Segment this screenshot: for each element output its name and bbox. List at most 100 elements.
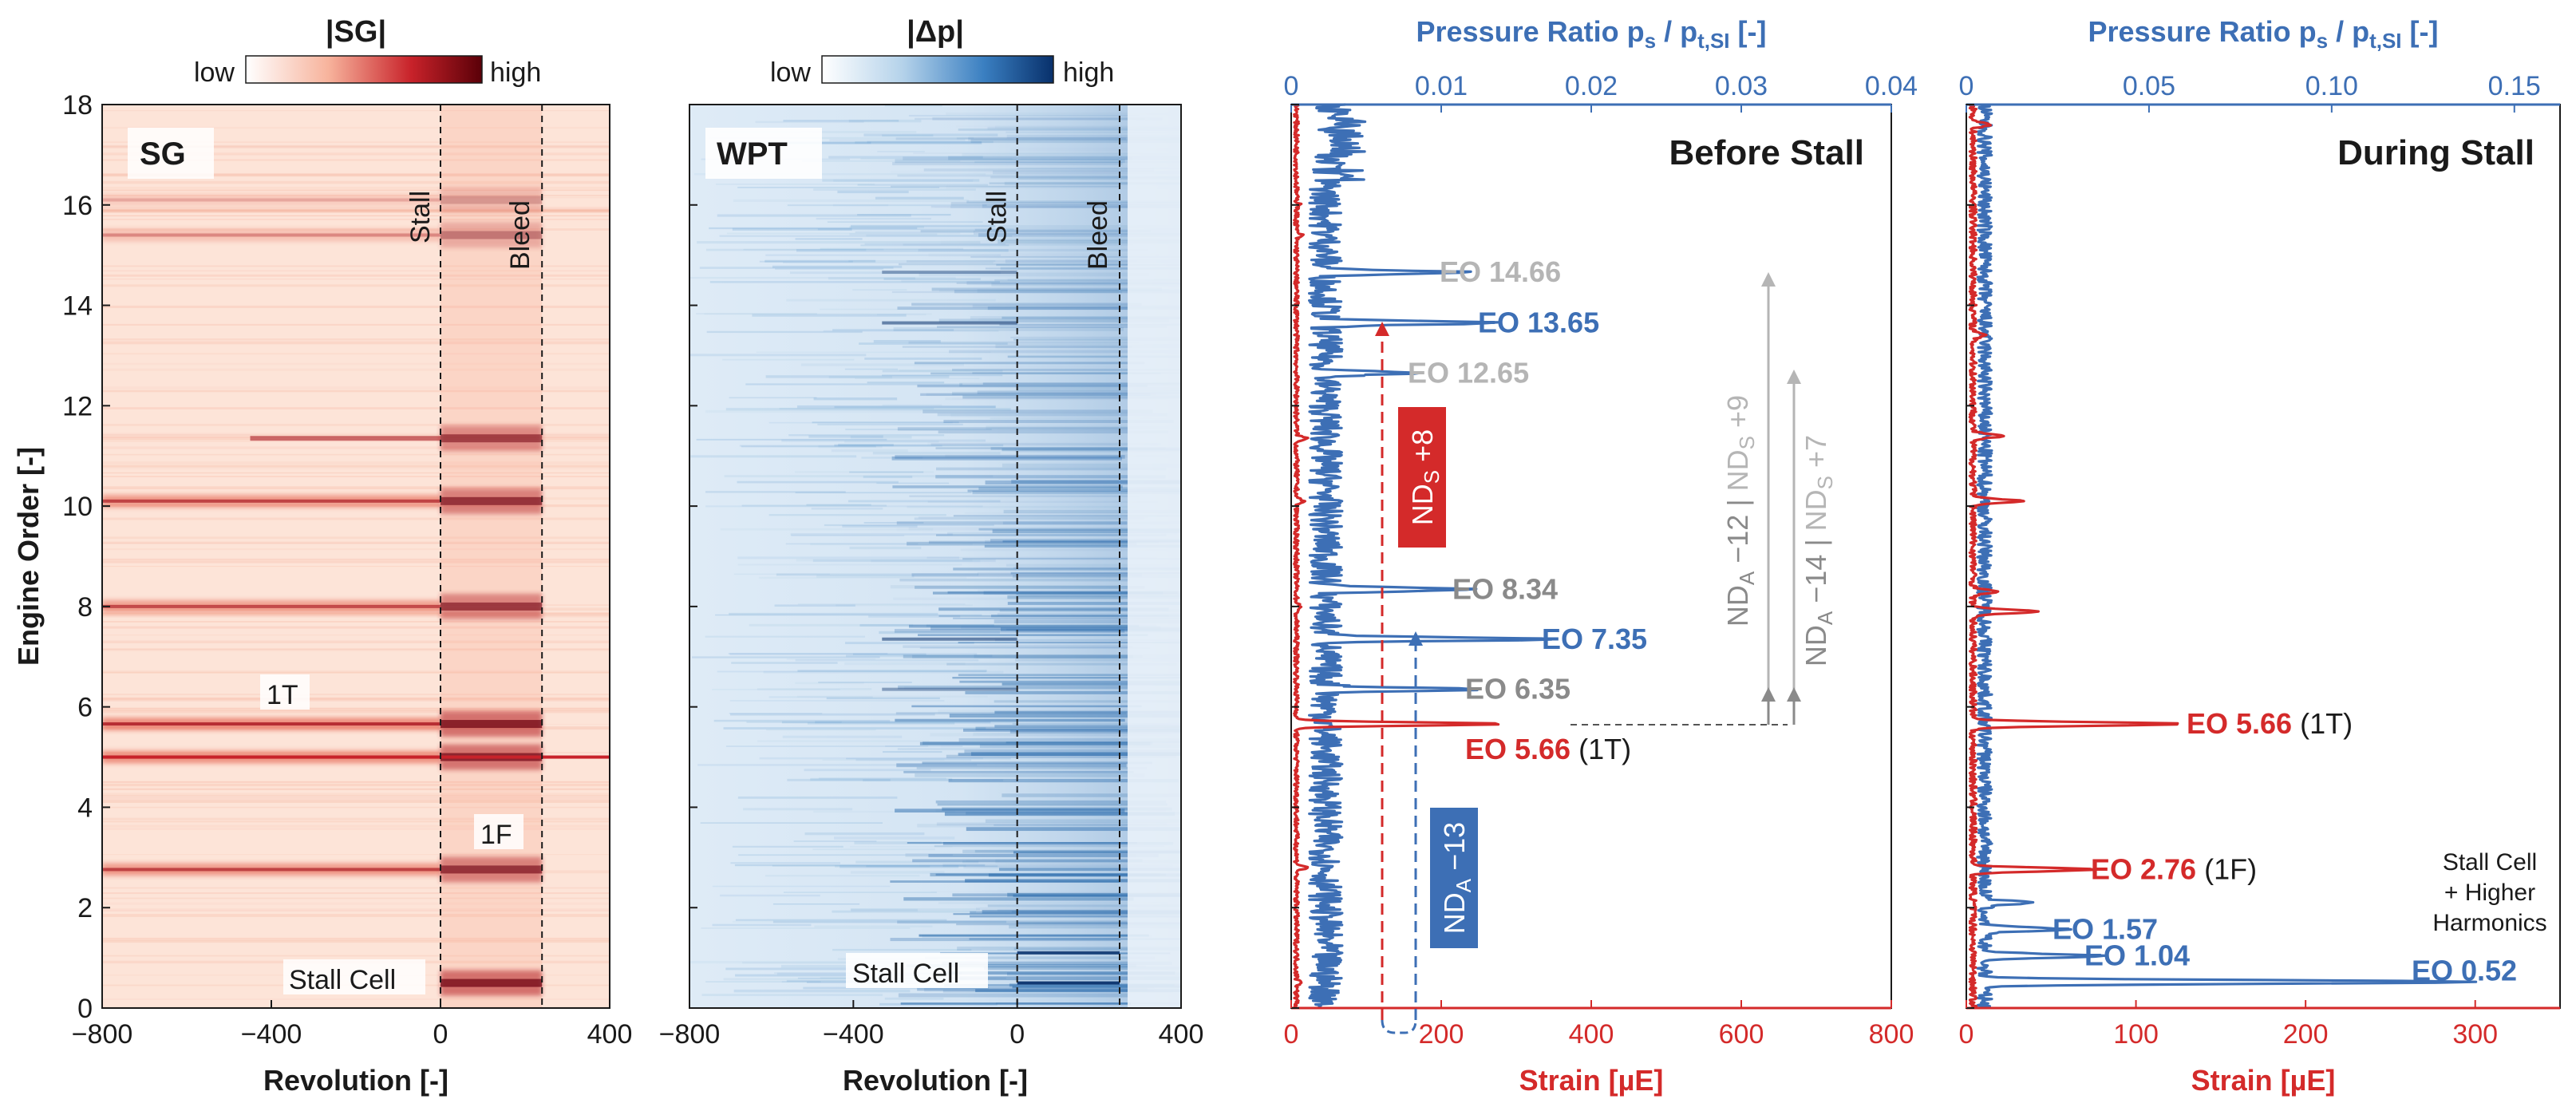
- wpt-texture-line: [819, 308, 1011, 310]
- wpt-texture-line: [796, 249, 1009, 252]
- wpt-post-texture: [954, 290, 1181, 294]
- sg-texture-line: [102, 305, 610, 309]
- sg-texture-line: [102, 709, 610, 711]
- wpt-post-texture: [895, 712, 1127, 715]
- wpt-colorbar-high: high: [1063, 57, 1114, 88]
- wpt-texture-line: [729, 397, 817, 399]
- wpt-texture-line: [728, 653, 888, 654]
- wpt-texture-line: [854, 841, 942, 844]
- wpt-texture-line: [834, 405, 996, 409]
- wpt-texture-line: [783, 120, 899, 122]
- wpt-post-texture: [915, 117, 1145, 121]
- wpt-post-texture: [988, 873, 1181, 877]
- wpt-post-texture: [997, 613, 1181, 616]
- wpt-texture-line: [732, 920, 1006, 923]
- wpt-texture-line: [813, 188, 976, 192]
- wpt-post-texture: [1002, 316, 1181, 319]
- wpt-post-texture: [920, 393, 1151, 397]
- wpt-post-texture: [987, 126, 1181, 130]
- wpt-texture-line: [867, 140, 994, 144]
- wpt-post-texture: [959, 680, 1181, 683]
- wpt-texture-line: [849, 471, 924, 473]
- wpt-texture-line: [726, 232, 961, 235]
- wpt-post-texture: [934, 845, 1165, 848]
- wpt-band: [1017, 981, 1120, 985]
- sg-texture-line: [102, 939, 610, 943]
- sg-texture-line: [102, 697, 610, 700]
- sg-band-core: [102, 233, 441, 237]
- wpt-texture-line: [705, 409, 923, 413]
- wpt-texture-line: [793, 840, 877, 842]
- wpt-texture-line: [730, 713, 935, 716]
- wpt-post-texture: [1012, 575, 1181, 579]
- wpt-post-texture: [938, 615, 1169, 617]
- wpt-texture-line: [822, 179, 980, 182]
- wpt-post-texture: [956, 923, 1181, 926]
- wpt-texture-line: [774, 604, 855, 607]
- wpt-texture-line: [759, 757, 983, 760]
- wpt-texture-line: [705, 505, 983, 508]
- wpt-post-texture: [911, 302, 1142, 306]
- wpt-post-texture: [964, 749, 1181, 753]
- wpt-post-texture: [931, 891, 1161, 892]
- wpt-post-texture: [999, 609, 1181, 612]
- wpt-post-texture: [958, 674, 1181, 677]
- wpt-post-texture: [953, 913, 1181, 915]
- wpt-post-texture: [936, 534, 1167, 536]
- wpt-post-texture: [890, 938, 1120, 942]
- wpt-post-texture: [1015, 630, 1181, 633]
- wpt-post-texture: [1006, 134, 1181, 139]
- wpt-texture-line: [845, 429, 992, 431]
- wpt-texture-line: [795, 658, 979, 662]
- wpt-texture-line: [786, 299, 996, 302]
- sg-y-tick-label: 6: [77, 693, 93, 723]
- wpt-post-texture: [947, 532, 1178, 535]
- wpt-post-texture: [890, 585, 1121, 589]
- top-tick-label: 0.01: [1415, 71, 1468, 101]
- wpt-post-texture: [1001, 627, 1181, 631]
- wpt-texture-line: [775, 268, 884, 270]
- sg-y-ticks: 0 2 4 6 8 10 12 14 16 18: [62, 90, 110, 1024]
- wpt-post-texture: [1013, 567, 1181, 570]
- wpt-post-texture: [936, 822, 1167, 826]
- wpt-post-texture: [900, 1002, 1132, 1005]
- wpt-texture-line: [772, 265, 903, 268]
- wpt-post-texture: [893, 326, 1124, 331]
- wpt-post-texture: [970, 255, 1181, 259]
- sg-label-bg: [128, 128, 214, 179]
- wpt-post-texture: [923, 168, 1155, 172]
- before-stall-bottom-ticks: 0 200 400 600 800: [1284, 1000, 1914, 1050]
- wpt-post-texture: [909, 495, 1140, 497]
- wpt-texture-line: [689, 276, 956, 279]
- wpt-texture-line: [739, 445, 942, 447]
- wpt-texture-line: [790, 533, 953, 536]
- sg-texture-line: [102, 144, 610, 148]
- sg-texture-line: [102, 389, 610, 393]
- sg-texture-line: [102, 424, 610, 426]
- sg-texture-line: [102, 323, 610, 326]
- wpt-texture-line: [768, 514, 946, 516]
- wpt-texture-line: [709, 227, 918, 230]
- wpt-post-texture: [903, 897, 1134, 901]
- wpt-texture-line: [737, 796, 898, 799]
- sg-texture-line: [102, 208, 610, 212]
- wpt-texture-line: [816, 575, 915, 578]
- wpt-texture-line: [782, 735, 903, 738]
- wpt-texture-line: [772, 920, 1007, 923]
- sg-x-label: Revolution [-]: [263, 1064, 448, 1097]
- wpt-texture-line: [706, 330, 863, 334]
- wpt-post-texture: [992, 529, 1181, 533]
- wpt-texture-line: [794, 471, 934, 473]
- wpt-post-texture: [975, 726, 1181, 731]
- wpt-texture-line: [845, 642, 974, 645]
- wpt-panel-label: WPT: [717, 136, 788, 172]
- wpt-texture-line: [835, 865, 930, 868]
- wpt-texture-line: [713, 719, 891, 722]
- wpt-post-texture: [947, 591, 1178, 594]
- sg-band-core: [102, 198, 441, 202]
- wpt-post-texture: [936, 326, 1167, 328]
- wpt-texture-line: [847, 500, 1001, 503]
- bottom-tick-label: 0: [1959, 1019, 1974, 1050]
- wpt-texture-line: [852, 289, 907, 291]
- wpt-post-texture: [994, 619, 1181, 624]
